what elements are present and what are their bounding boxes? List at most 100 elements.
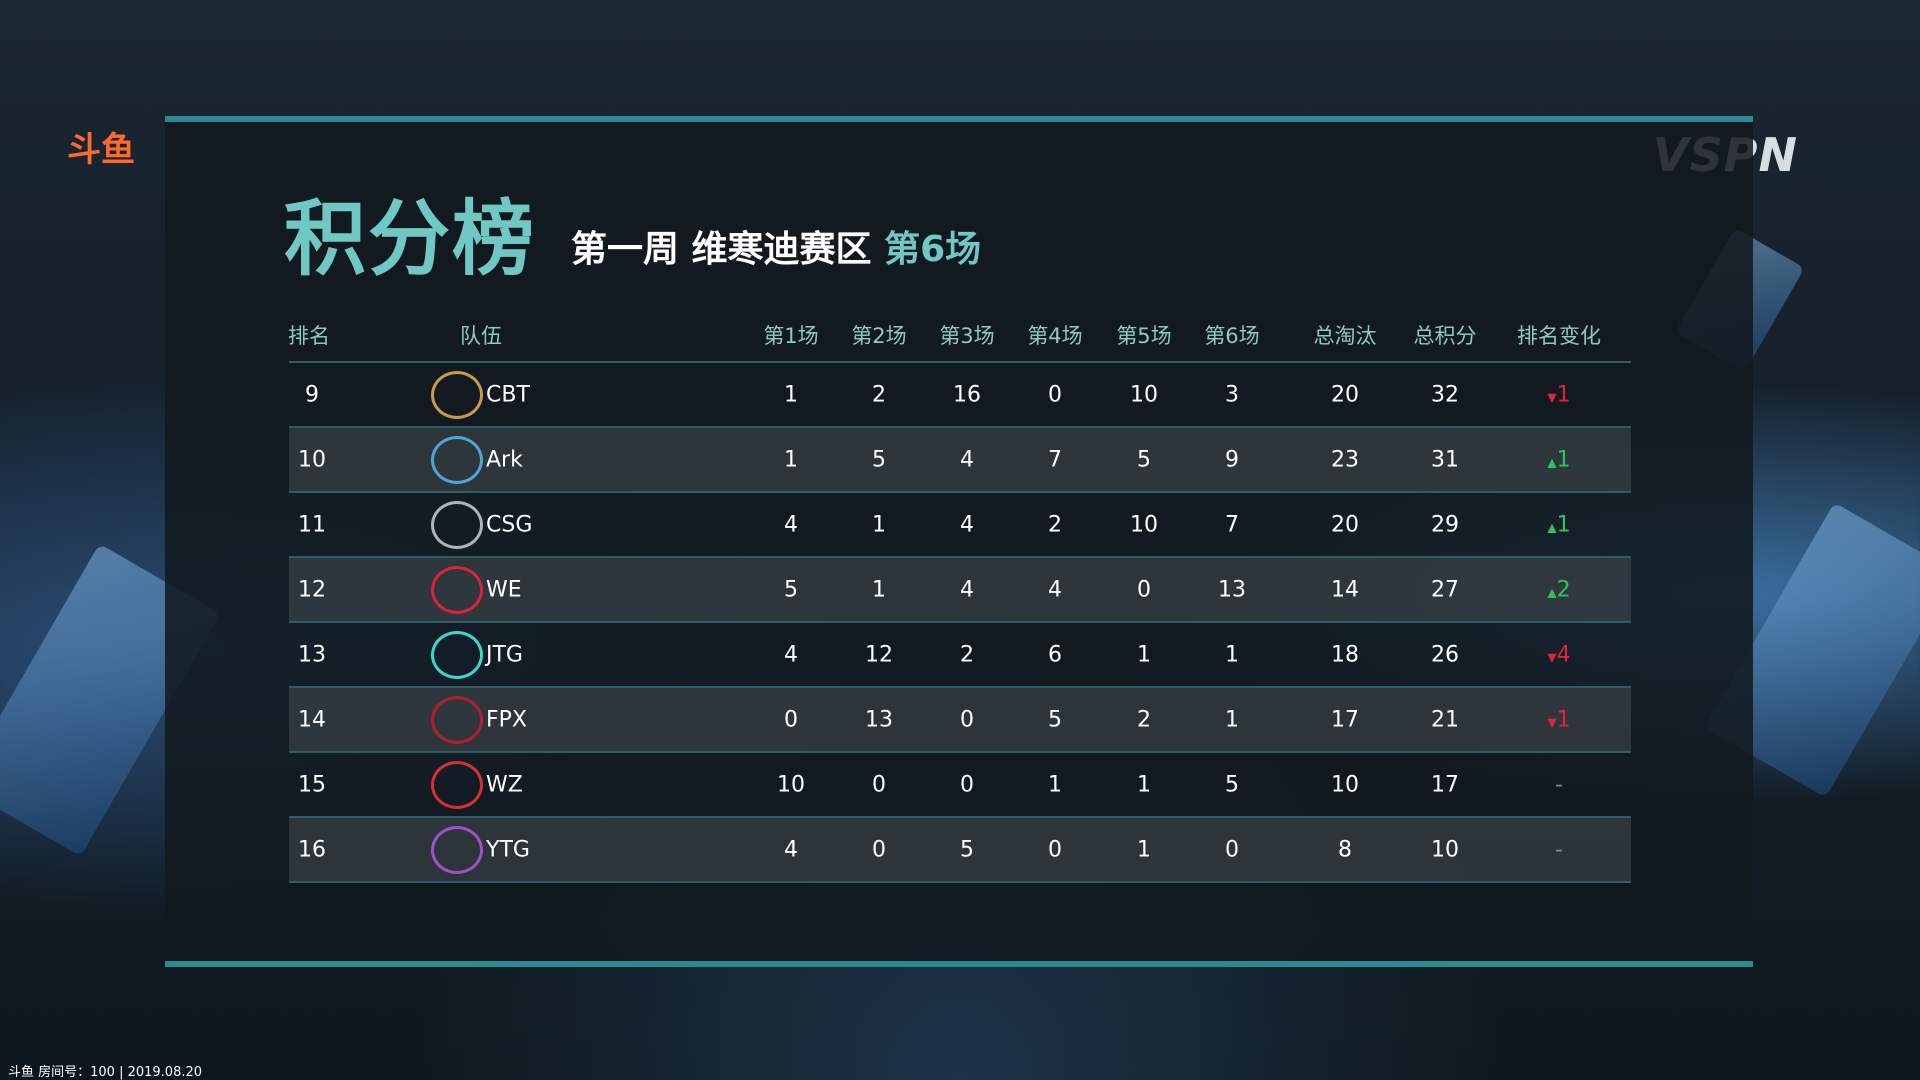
game-score: 7: [1225, 512, 1239, 537]
column-header: 总积分: [1413, 324, 1477, 348]
game-score: 0: [872, 837, 886, 862]
table-row: 11 CSG 4 1 4 2 10 7 20 29 ▲1: [289, 491, 1631, 556]
subtitle-main: 第一周 维寒迪赛区: [571, 229, 872, 270]
total-points: 27: [1431, 577, 1459, 602]
table-row: 14 FPX 0 13 0 5 2 1 17 21 ▼1: [289, 686, 1631, 751]
total-kills: 20: [1331, 512, 1359, 537]
team-name: Ark: [486, 447, 523, 472]
team-logo-icon: [431, 630, 483, 679]
rank-change-value: 4: [1556, 642, 1571, 667]
total-points: 26: [1431, 642, 1459, 667]
total-kills: 10: [1331, 772, 1359, 797]
game-score: 7: [1048, 447, 1062, 472]
total-points: 32: [1431, 382, 1459, 407]
game-score: 1: [784, 382, 798, 407]
game-score: 5: [784, 577, 798, 602]
rank-change-value: 1: [1556, 382, 1571, 407]
total-points: 31: [1431, 447, 1459, 472]
rank-change-value: -: [1555, 837, 1563, 862]
rank-change: -: [1555, 772, 1563, 797]
table-row: 12 WE 5 1 4 4 0 13 14 27 ▲2: [289, 556, 1631, 621]
arrow-up-icon: ▲: [1547, 585, 1557, 599]
rank-change-value: 1: [1556, 447, 1571, 472]
game-score: 4: [960, 577, 974, 602]
game-score: 1: [1137, 772, 1151, 797]
column-header: 第6场: [1204, 324, 1260, 348]
total-kills: 8: [1338, 837, 1352, 862]
rank: 13: [298, 642, 326, 667]
column-header: 第5场: [1116, 324, 1172, 348]
game-score: 1: [1048, 772, 1062, 797]
game-score: 5: [1225, 772, 1239, 797]
game-score: 0: [960, 707, 974, 732]
game-score: 4: [784, 512, 798, 537]
team-name: CBT: [486, 382, 530, 407]
subtitle-highlight: 第6场: [884, 229, 982, 270]
team-name: CSG: [486, 512, 533, 537]
game-score: 13: [1218, 577, 1246, 602]
rank-change-value: 2: [1556, 577, 1571, 602]
game-score: 16: [953, 382, 981, 407]
rank: 12: [298, 577, 326, 602]
stream-info: 斗鱼 房间号：100 | 2019.08.20: [8, 1065, 203, 1080]
total-kills: 14: [1331, 577, 1359, 602]
game-score: 4: [960, 447, 974, 472]
rank-change-value: 1: [1556, 512, 1571, 537]
column-header: 总淘汰: [1313, 324, 1377, 348]
arrow-up-icon: ▲: [1547, 520, 1557, 534]
game-score: 3: [1225, 382, 1239, 407]
game-score: 1: [1137, 837, 1151, 862]
game-score: 5: [872, 447, 886, 472]
rank: 14: [298, 707, 326, 732]
column-header: 队伍: [460, 324, 502, 348]
game-score: 1: [784, 447, 798, 472]
game-score: 2: [1137, 707, 1151, 732]
game-score: 13: [865, 707, 893, 732]
team-logo-icon: [431, 760, 483, 809]
total-points: 21: [1431, 707, 1459, 732]
total-points: 10: [1431, 837, 1459, 862]
column-header: 第3场: [939, 324, 995, 348]
table-row: 9 CBT 1 2 16 0 10 3 20 32 ▼1: [289, 361, 1631, 426]
team-logo-icon: [431, 565, 483, 614]
total-points: 29: [1431, 512, 1459, 537]
total-kills: 17: [1331, 707, 1359, 732]
total-kills: 20: [1331, 382, 1359, 407]
arrow-down-icon: ▼: [1547, 715, 1557, 729]
table-row: 10 Ark 1 5 4 7 5 9 23 31 ▲1: [289, 426, 1631, 491]
game-score: 6: [1048, 642, 1062, 667]
rank: 11: [298, 512, 326, 537]
game-score: 0: [1048, 837, 1062, 862]
game-score: 12: [865, 642, 893, 667]
rank-change: ▼1: [1547, 382, 1570, 407]
game-score: 1: [1225, 707, 1239, 732]
rank-change: ▼4: [1547, 642, 1570, 667]
game-score: 5: [1137, 447, 1151, 472]
rank-change: ▲1: [1547, 447, 1570, 472]
column-header: 第1场: [763, 324, 819, 348]
game-score: 0: [960, 772, 974, 797]
game-score: 1: [872, 512, 886, 537]
game-score: 4: [784, 642, 798, 667]
game-score: 1: [1137, 642, 1151, 667]
arrow-up-icon: ▲: [1547, 455, 1557, 469]
rank-change: -: [1555, 837, 1563, 862]
game-score: 2: [872, 382, 886, 407]
game-score: 2: [960, 642, 974, 667]
table-row: 13 JTG 4 12 2 6 1 1 18 26 ▼4: [289, 621, 1631, 686]
page-title: 积分榜: [284, 192, 537, 287]
rank: 9: [305, 382, 319, 407]
game-score: 0: [1225, 837, 1239, 862]
rank-change: ▲1: [1547, 512, 1570, 537]
total-points: 17: [1431, 772, 1459, 797]
team-name: YTG: [486, 837, 530, 862]
rank-change-value: -: [1555, 772, 1563, 797]
team-logo-icon: [431, 695, 483, 744]
game-score: 5: [1048, 707, 1062, 732]
game-score: 10: [1130, 512, 1158, 537]
douyu-logo: 斗鱼: [67, 130, 135, 170]
game-score: 10: [1130, 382, 1158, 407]
rank-change: ▼1: [1547, 707, 1570, 732]
team-logo-icon: [431, 435, 483, 484]
game-score: 1: [1225, 642, 1239, 667]
